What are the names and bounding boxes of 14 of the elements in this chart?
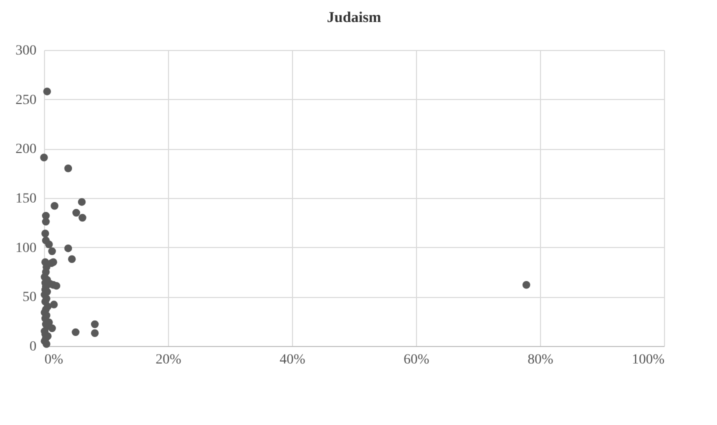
x-tick-label: 0%: [44, 352, 64, 368]
x-tick-label: 40%: [280, 352, 306, 368]
chart-title: Judaism: [326, 10, 382, 26]
y-tick-label: 250: [16, 92, 36, 108]
y-tick-label: 200: [16, 142, 36, 158]
y-tick-label: 150: [16, 192, 36, 206]
x-tick-label: 20%: [156, 352, 182, 368]
y-tick-label: 100: [16, 240, 36, 256]
y-tick-label: 300: [16, 44, 36, 58]
x-tick-label: 100%: [632, 352, 665, 368]
y-tick-label: 50: [22, 290, 36, 306]
x-tick-label: 80%: [528, 352, 554, 368]
x-tick-label: 60%: [404, 352, 430, 368]
y-tick-label: 0: [30, 340, 36, 354]
